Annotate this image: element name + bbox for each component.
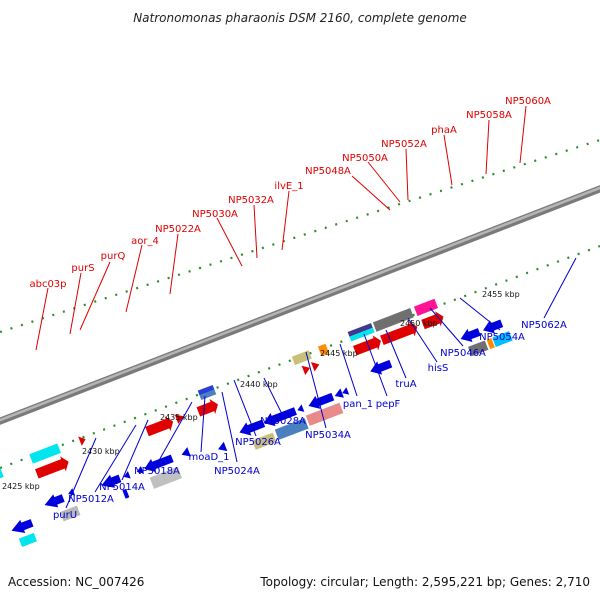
gene-box <box>372 308 414 332</box>
gene-label-NP5030A[interactable]: NP5030A <box>192 209 238 220</box>
gene-arrow <box>301 365 311 376</box>
gene-arrow <box>421 311 444 330</box>
gene-arrow <box>460 328 481 342</box>
gene-arrow <box>218 441 228 452</box>
gene-label-hisS[interactable]: hisS <box>428 363 449 374</box>
gene-box <box>305 402 344 426</box>
gene-box <box>18 532 37 548</box>
bottom-gene-labels: purU NP5012A NP5014A NP5018A moaD_1 NP50… <box>53 320 567 521</box>
genome-backbone <box>0 185 600 425</box>
gene-arrow <box>342 387 350 395</box>
gene-box <box>199 389 217 401</box>
gene-box <box>349 327 375 342</box>
gene-box <box>252 432 277 450</box>
gene-arrow <box>44 494 65 508</box>
gene-label-NP5032A[interactable]: NP5032A <box>228 195 274 206</box>
gene-arrow <box>68 488 76 496</box>
tick-2425: 2425 kbp <box>2 482 40 491</box>
gene-label-pan_1[interactable]: pan_1 <box>343 399 373 410</box>
gene-label-phaA[interactable]: phaA <box>431 125 457 136</box>
gene-box <box>149 466 182 489</box>
gene-arrow <box>101 474 122 488</box>
tick-2455: 2455 kbp <box>482 290 520 299</box>
gene-arrow <box>196 399 218 417</box>
gene-arrow <box>483 319 504 334</box>
tick-2445: 2445 kbp <box>320 349 358 358</box>
gene-box <box>317 343 329 357</box>
gene-arrow <box>181 447 191 457</box>
gene-arrow <box>263 407 297 427</box>
gene-label-NP5034A[interactable]: NP5034A <box>305 430 351 441</box>
gene-label-ilvE_1[interactable]: ilvE_1 <box>274 181 303 192</box>
gene-label-aor_4[interactable]: aor_4 <box>131 236 159 247</box>
gene-label-NP5022A[interactable]: NP5022A <box>155 224 201 235</box>
tick-2440: 2440 kbp <box>240 380 278 389</box>
gene-label-pepF[interactable]: pepF <box>376 399 401 410</box>
gene-box <box>122 488 130 499</box>
genome-summary-text: Topology: circular; Length: 2,595,221 bp… <box>259 575 590 589</box>
gene-box <box>60 505 81 522</box>
tick-2450: 2450 kbp <box>400 319 438 328</box>
gene-arrow <box>144 454 174 473</box>
gene-box <box>274 418 309 440</box>
gene-label-moaD_1[interactable]: moaD_1 <box>188 452 229 463</box>
gene-arrow <box>123 471 131 479</box>
gene-label-NP5014A[interactable]: NP5014A <box>99 482 145 493</box>
gene-label-NP5048A[interactable]: NP5048A <box>305 166 351 177</box>
gene-label-NP5050A[interactable]: NP5050A <box>342 153 388 164</box>
gene-label-abc03p[interactable]: abc03p <box>29 279 66 290</box>
gene-box <box>467 340 489 357</box>
gene-arrow <box>174 414 184 424</box>
gene-box <box>492 331 513 347</box>
gene-label-purQ[interactable]: purQ <box>101 251 126 262</box>
gene-arrow <box>78 436 86 446</box>
bottom-leaders <box>65 257 577 509</box>
gene-arrow <box>370 359 393 375</box>
map-title: Natronomonas pharaonis DSM 2160, complet… <box>133 11 467 25</box>
gene-box <box>413 298 439 316</box>
gene-label-NP5062A[interactable]: NP5062A <box>521 320 567 331</box>
bottom-strand-features <box>11 319 513 548</box>
gene-box <box>29 443 61 464</box>
gene-box <box>197 384 215 396</box>
gene-arrow <box>145 416 174 437</box>
gene-label-truA[interactable]: truA <box>395 379 416 390</box>
gene-arrow <box>353 335 381 356</box>
gene-label-NP5046A[interactable]: NP5046A <box>440 348 486 359</box>
kbp-ticks: 2425 kbp 2430 kbp 2435 kbp 2440 kbp 2445… <box>2 290 520 491</box>
tick-2435: 2435 kbp <box>160 413 198 422</box>
accession-text: Accession: NC_007426 <box>8 575 144 589</box>
gene-arrow <box>35 456 69 479</box>
gene-label-NP5024A[interactable]: NP5024A <box>214 466 260 477</box>
top-leaders <box>35 105 527 351</box>
gene-label-purU[interactable]: purU <box>53 510 77 521</box>
top-strand-features <box>0 298 444 484</box>
gene-label-NP5052A[interactable]: NP5052A <box>381 139 427 150</box>
gene-arrow <box>136 466 144 474</box>
gene-arrow <box>334 388 344 398</box>
gene-label-NP5028A[interactable]: NP5028A <box>260 416 306 427</box>
gene-arrow <box>297 404 305 412</box>
gene-arrow <box>311 362 320 372</box>
gene-label-NP5012A[interactable]: NP5012A <box>68 494 114 505</box>
gene-label-NP5026A[interactable]: NP5026A <box>235 437 281 448</box>
gene-label-NP5060A[interactable]: NP5060A <box>505 96 551 107</box>
gene-arrow <box>11 519 34 533</box>
gene-box <box>486 337 495 350</box>
gene-box <box>347 323 373 337</box>
gene-label-NP5018A[interactable]: NP5018A <box>134 466 180 477</box>
top-gene-labels: abc03p purS purQ aor_4 NP5022A NP5030A N… <box>29 96 551 290</box>
gene-arrow <box>308 392 335 409</box>
gene-label-NP5058A[interactable]: NP5058A <box>466 110 512 121</box>
tick-2430: 2430 kbp <box>82 447 120 456</box>
gene-label-NP5054A[interactable]: NP5054A <box>479 332 525 343</box>
gene-label-purS[interactable]: purS <box>71 263 94 274</box>
